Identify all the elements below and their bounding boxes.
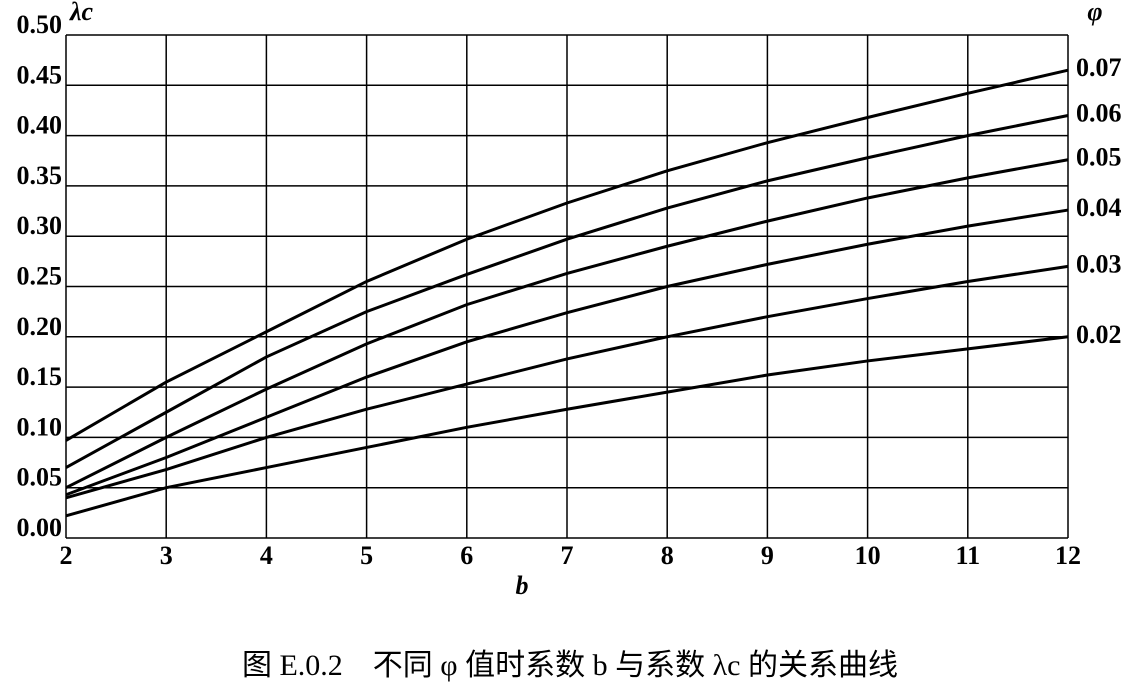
x-tick-label: 5 — [360, 541, 373, 570]
y-tick-label: 0.45 — [17, 60, 63, 89]
series-label: 0.05 — [1076, 143, 1122, 172]
y-tick-label: 0.05 — [17, 463, 63, 492]
x-axis-label: b — [516, 571, 529, 600]
series-label: 0.03 — [1076, 249, 1122, 278]
y-tick-label: 0.40 — [17, 111, 63, 140]
y-tick-label: 0.35 — [17, 161, 63, 190]
x-tick-label: 9 — [761, 541, 774, 570]
x-tick-label: 6 — [460, 541, 473, 570]
curve — [65, 335, 1069, 518]
curve — [65, 158, 1069, 490]
y-tick-label: 0.30 — [17, 211, 63, 240]
curve — [65, 68, 1069, 442]
curve — [65, 114, 1069, 469]
y-tick-label: 0.00 — [17, 513, 63, 542]
x-tick-label: 12 — [1055, 541, 1081, 570]
caption: 图 E.0.2 不同 φ 值时系数 b 与系数 λc 的关系曲线 — [242, 649, 898, 682]
series-label: 0.06 — [1076, 98, 1122, 127]
y-tick-label: 0.25 — [17, 261, 63, 290]
x-tick-label: 3 — [160, 541, 173, 570]
x-tick-label: 2 — [60, 541, 73, 570]
x-tick-label: 8 — [661, 541, 674, 570]
y-tick-label: 0.15 — [17, 362, 63, 391]
curve — [65, 208, 1069, 497]
x-tick-label: 11 — [956, 541, 981, 570]
y-tick-label: 0.50 — [17, 10, 63, 39]
x-tick-label: 4 — [260, 541, 273, 570]
series-label: 0.07 — [1076, 53, 1122, 82]
series-label: 0.04 — [1076, 193, 1122, 222]
series-label: 0.02 — [1076, 320, 1122, 349]
curve — [65, 264, 1069, 500]
y-axis-label: λc — [69, 0, 94, 26]
y-tick-label: 0.10 — [17, 412, 63, 441]
y-tick-label: 0.20 — [17, 312, 63, 341]
x-tick-label: 10 — [855, 541, 881, 570]
legend-title: φ — [1087, 0, 1102, 26]
x-tick-label: 7 — [561, 541, 574, 570]
